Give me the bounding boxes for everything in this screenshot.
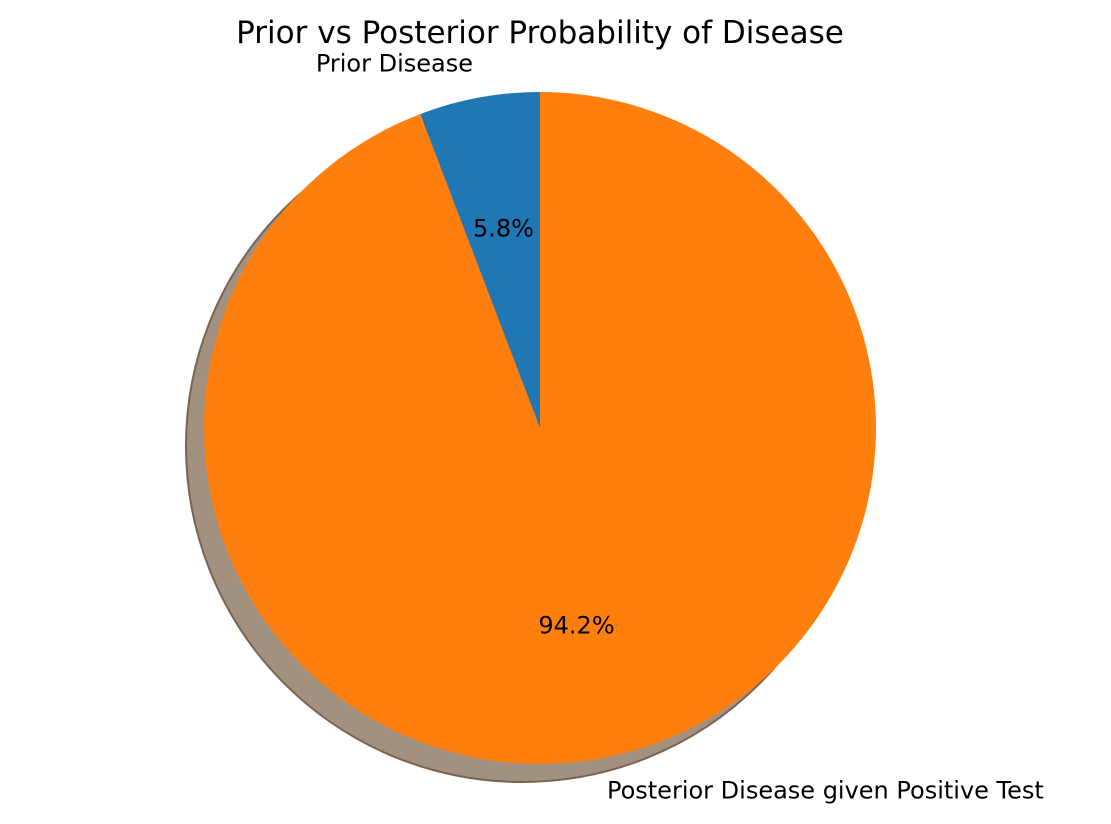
pie-slices xyxy=(204,92,876,764)
slice-percent-label: 5.8% xyxy=(473,215,534,243)
slice-label: Posterior Disease given Positive Test xyxy=(607,776,1044,804)
slice-percent-label: 94.2% xyxy=(538,611,614,639)
slice-label: Prior Disease xyxy=(316,50,473,78)
pie-labels: Prior Disease 5.8% Posterior Disease given… xyxy=(316,50,1044,805)
pie-slice-posterior-disease xyxy=(204,92,876,764)
pie-slice-prior-disease xyxy=(420,92,540,428)
chart-title: Prior vs Posterior Probability of Diseas… xyxy=(236,15,844,51)
